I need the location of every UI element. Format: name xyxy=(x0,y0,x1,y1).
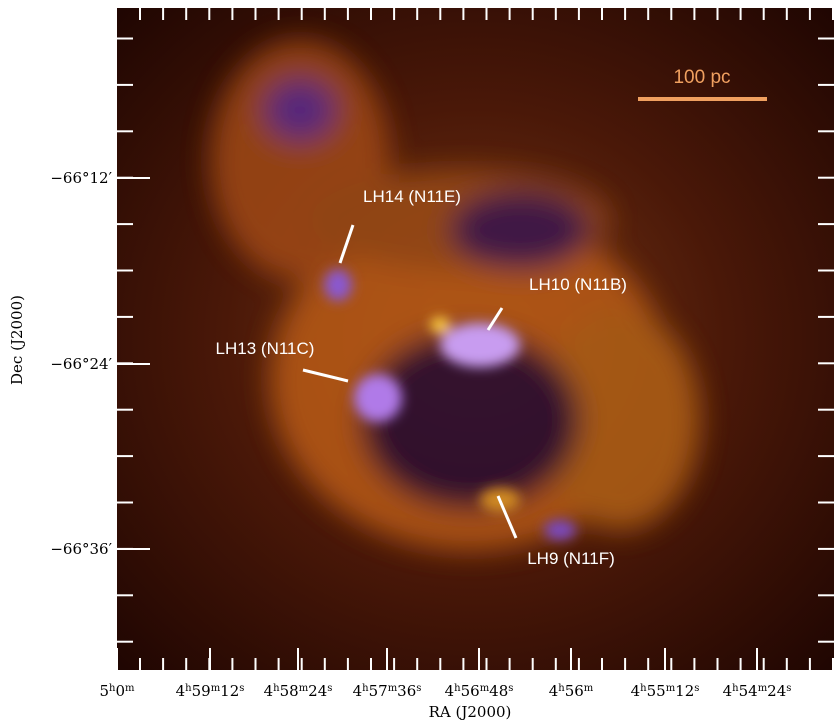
label-part: 4 xyxy=(353,682,363,700)
label-part: m xyxy=(388,683,398,694)
scale-label: 100 pc xyxy=(673,67,730,88)
sky-image xyxy=(117,8,834,670)
label-part: m xyxy=(666,683,676,694)
label-part: m xyxy=(584,683,594,694)
label-part: 4 xyxy=(723,682,733,700)
label-part: m xyxy=(211,683,221,694)
label-part: h xyxy=(732,683,739,694)
label-part: 24 xyxy=(767,682,786,700)
y-tick-label: −66°12′ xyxy=(50,169,112,187)
annotation: LH9 (N11F) xyxy=(527,549,615,568)
label-part: s xyxy=(786,683,791,694)
label-part: 4 xyxy=(264,682,274,700)
x-tick-label: 4h55m12s xyxy=(631,682,700,700)
annotation: LH10 (N11B) xyxy=(529,275,627,294)
label-part: 12 xyxy=(220,682,239,700)
label-part: h xyxy=(109,683,116,694)
pointers xyxy=(302,224,518,539)
label-part: 56 xyxy=(565,682,584,700)
label-part: 48 xyxy=(489,682,508,700)
label-part: h xyxy=(640,683,647,694)
annotation: LH13 (N11C) xyxy=(216,339,315,358)
label-part: s xyxy=(327,683,332,694)
label-part: h xyxy=(454,683,461,694)
label-part: 4 xyxy=(176,682,186,700)
label-part: m xyxy=(125,683,135,694)
x-tick-label: 5h0m xyxy=(99,682,135,700)
frame-ticks xyxy=(116,8,834,670)
y-tick-label: −66°24′ xyxy=(50,355,112,373)
label-part: 4 xyxy=(549,682,559,700)
x-tick-label: 4h56m48s xyxy=(445,682,514,700)
label-part: 12 xyxy=(675,682,694,700)
x-tick-label: 4h54m24s xyxy=(723,682,792,700)
label-part: m xyxy=(299,683,309,694)
x-tick-label: 4h59m12s xyxy=(176,682,245,700)
label-part: s xyxy=(239,683,244,694)
x-tick-label: 4h56m xyxy=(549,682,594,700)
label-part: 55 xyxy=(647,682,666,700)
label-part: 4 xyxy=(631,682,641,700)
label-part: 54 xyxy=(739,682,758,700)
label-part: 24 xyxy=(308,682,327,700)
label-part: h xyxy=(273,683,280,694)
label-part: s xyxy=(416,683,421,694)
y-tick-label: −66°36′ xyxy=(50,540,112,558)
label-part: s xyxy=(694,683,699,694)
label-part: 36 xyxy=(397,682,416,700)
x-tick-label: 4h58m24s xyxy=(264,682,333,700)
label-part: 56 xyxy=(461,682,480,700)
annotation: LH14 (N11E) xyxy=(363,187,461,206)
y-axis-label: Dec (J2000) xyxy=(8,295,26,385)
label-part: 57 xyxy=(369,682,388,700)
label-part: h xyxy=(185,683,192,694)
label-part: 0 xyxy=(115,682,125,700)
x-tick-label: 4h57m36s xyxy=(353,682,422,700)
label-part: h xyxy=(558,683,565,694)
label-part: m xyxy=(480,683,490,694)
label-part: m xyxy=(758,683,768,694)
label-part: 4 xyxy=(445,682,455,700)
label-part: 59 xyxy=(192,682,211,700)
label-part: 5 xyxy=(99,682,109,700)
label-part: s xyxy=(508,683,513,694)
label-part: h xyxy=(362,683,369,694)
label-part: 58 xyxy=(280,682,299,700)
x-axis-label: RA (J2000) xyxy=(429,703,512,721)
